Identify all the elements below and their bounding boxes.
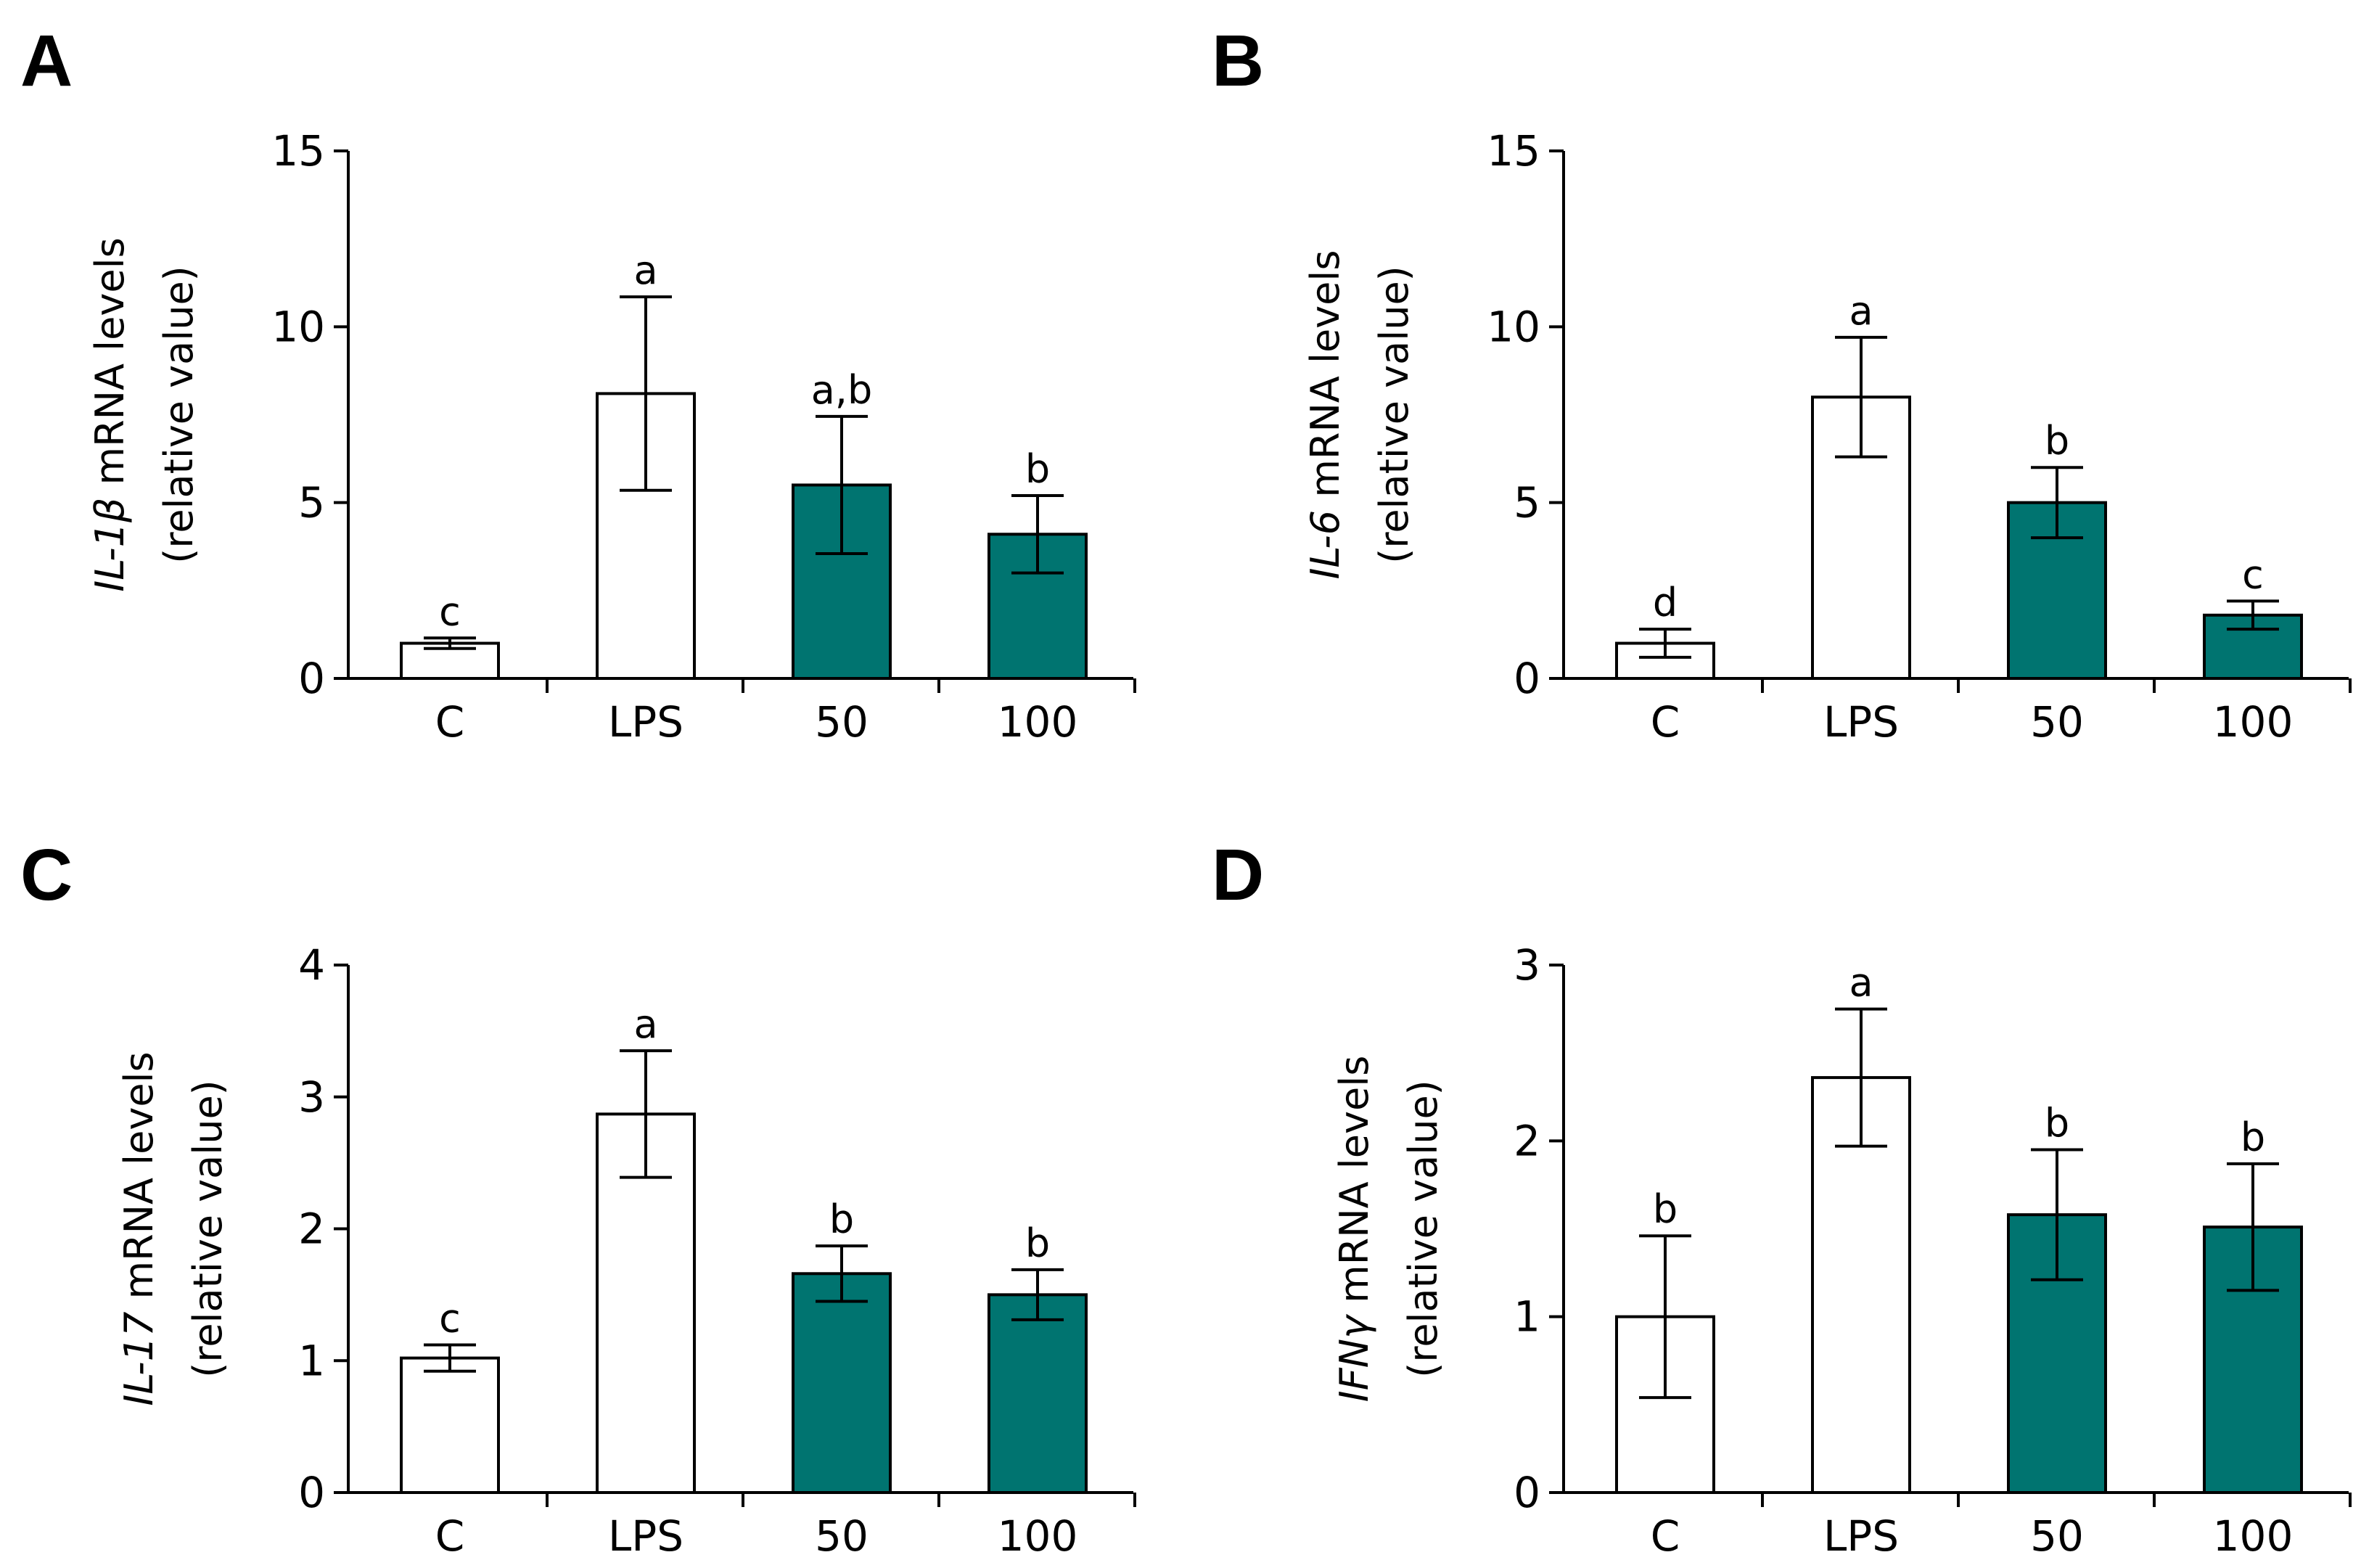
y-axis-label-line2: (relative value) [156,266,202,563]
x-tick-label: LPS [608,1511,683,1561]
y-axis-label: IL-1β mRNA levels [87,237,133,591]
bar-50 [792,483,892,681]
bar-lps [596,392,696,680]
y-axis-label-gene: IL-17 [116,1312,162,1406]
x-tick-label: 50 [815,697,869,747]
y-axis-label: IFNγ mRNA levels [1331,1056,1377,1403]
y-tick-label: 3 [1514,940,1540,990]
y-tick-label: 10 [1487,302,1540,351]
y-tick-label: 1 [1514,1292,1540,1342]
y-tick-label: 0 [1514,1468,1540,1517]
panel-d: D 0 1 2 3 b Ca LPS b 50 b 100 IFNγ mRNA levels (relat… [1212,834,2352,1561]
y-tick-label: 10 [271,302,325,351]
y-axis-label-line2: (relative value) [185,1080,231,1377]
y-tick-label: 2 [298,1204,325,1254]
y-axis-label-rest: mRNA levels [87,237,133,497]
panel-letter: A [20,20,73,102]
significance-label: c [439,588,461,634]
y-tick-label: 15 [271,126,325,176]
significance-label: b [2045,418,2069,464]
y-axis-label-rest: mRNA levels [116,1051,162,1311]
x-tick-label: 100 [998,1511,1078,1561]
x-tick-label: 50 [815,1511,869,1561]
panel-letter: D [1212,834,1264,916]
significance-label: a,b [811,367,873,413]
panel-a: A 0 5 10 15 c Ca LPS a,b 50 b 100 IL-1β mRNA levels (… [20,20,1136,747]
x-tick-label: 100 [2213,1511,2294,1561]
y-tick-label: 0 [298,654,325,703]
y-axis-label-rest: mRNA levels [1302,250,1348,509]
x-tick-label: LPS [608,697,683,747]
panel-c: C 0 1 2 3 4 c Ca LPS b 50 b 100 IL-17 mRNA levels (rel… [20,834,1136,1561]
x-tick-label: C [435,1511,465,1561]
significance-label: d [1653,580,1678,625]
y-tick-label: 3 [298,1072,325,1122]
y-axis-label-gene: IL-6 [1302,510,1348,580]
significance-label: c [2242,551,2264,597]
significance-label: b [2045,1100,2069,1146]
y-tick-label: 2 [1514,1116,1540,1165]
y-tick-label: 5 [1514,478,1540,528]
x-tick-label: 100 [2213,697,2294,747]
x-tick-label: C [435,697,465,747]
y-tick-label: 0 [1514,654,1540,703]
significance-label: b [2241,1115,2265,1160]
y-axis-label-rest: mRNA levels [1331,1056,1377,1315]
significance-label: b [829,1196,854,1242]
y-axis-label-line2: (relative value) [1400,1080,1446,1377]
y-axis-label-line2: (relative value) [1371,266,1417,563]
significance-label: b [1653,1186,1678,1232]
y-tick-label: 5 [298,478,325,528]
significance-label: b [1025,1220,1050,1266]
y-axis-label: IL-6 mRNA levels [1302,250,1348,579]
significance-label: b [1025,446,1050,492]
significance-label: c [439,1295,461,1341]
panel-letter: C [20,834,73,916]
y-axis-label-gene: IFNγ [1331,1313,1377,1402]
x-tick-label: C [1651,1511,1680,1561]
y-tick-label: 0 [298,1468,325,1517]
bar-50 [792,1272,892,1495]
panel-letter: B [1212,20,1264,102]
x-tick-label: LPS [1823,1511,1899,1561]
x-tick-label: 50 [2030,1511,2084,1561]
significance-label: a [633,1001,657,1047]
bar-c [400,1356,500,1494]
y-tick-label: 4 [298,940,325,990]
significance-label: a [633,247,657,293]
bar-100 [987,1293,1088,1494]
x-tick-label: C [1651,697,1680,747]
significance-label: a [1849,288,1873,334]
x-tick-label: 100 [998,697,1078,747]
y-axis-label: IL-17 mRNA levels [116,1051,162,1405]
significance-label: a [1849,960,1873,1006]
panel-b: B 0 5 10 15 d Ca LPS b 50 c 100 IL-6 mRNA levels (rel… [1212,20,2352,747]
bar-lps [1811,395,1911,680]
x-tick-label: 50 [2030,697,2084,747]
y-tick-label: 1 [298,1336,325,1385]
y-axis-label-gene: IL-1β [87,498,133,592]
y-tick-label: 15 [1487,126,1540,176]
x-tick-label: LPS [1823,697,1899,747]
